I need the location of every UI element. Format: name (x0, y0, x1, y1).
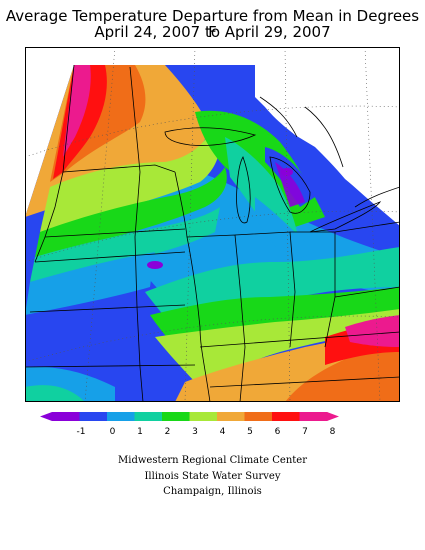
legend-swatch (217, 412, 245, 421)
legend-arrow-right (327, 412, 339, 421)
color-fill-regions (25, 65, 400, 402)
legend-tick-label: 5 (247, 427, 253, 437)
legend-tick-label: 4 (220, 427, 226, 437)
legend-swatch (272, 412, 300, 421)
legend-swatch (299, 412, 328, 421)
legend-swatch (52, 412, 80, 421)
credit-line-3: Champaign, Illinois (163, 486, 262, 497)
legend-swatch (107, 412, 135, 421)
credit-line-2: Illinois State Water Survey (144, 471, 281, 482)
legend-color-bar (40, 412, 339, 421)
legend-tick-label: 6 (275, 427, 281, 437)
legend-swatch (134, 412, 163, 421)
legend-tick-labels: -1 0 1 2 3 4 5 6 7 8 (77, 427, 336, 437)
graticule (25, 47, 400, 402)
map-title-line-2: April 24, 2007 to April 29, 2007 (94, 23, 331, 41)
legend-swatch (79, 412, 108, 421)
legend-swatch (162, 412, 190, 421)
legend-swatch (189, 412, 218, 421)
map-frame (25, 47, 400, 402)
legend-arrow-left (40, 412, 52, 421)
color-legend: -1 0 1 2 3 4 5 6 7 8 (40, 412, 339, 437)
legend-tick-label: 8 (330, 427, 336, 437)
legend-tick-label: 3 (192, 427, 198, 437)
legend-tick-label: 0 (110, 427, 116, 437)
credit-line-1: Midwestern Regional Climate Center (118, 455, 307, 466)
legend-tick-label: 1 (137, 427, 143, 437)
state-boundaries (25, 64, 400, 402)
legend-swatch (244, 412, 273, 421)
temperature-departure-map (25, 47, 400, 402)
map-title-line-1: Average Temperature Departure from Mean … (5, 7, 420, 41)
legend-tick-label: -1 (77, 427, 86, 437)
legend-tick-label: 2 (165, 427, 171, 437)
legend-tick-label: 7 (302, 427, 308, 437)
